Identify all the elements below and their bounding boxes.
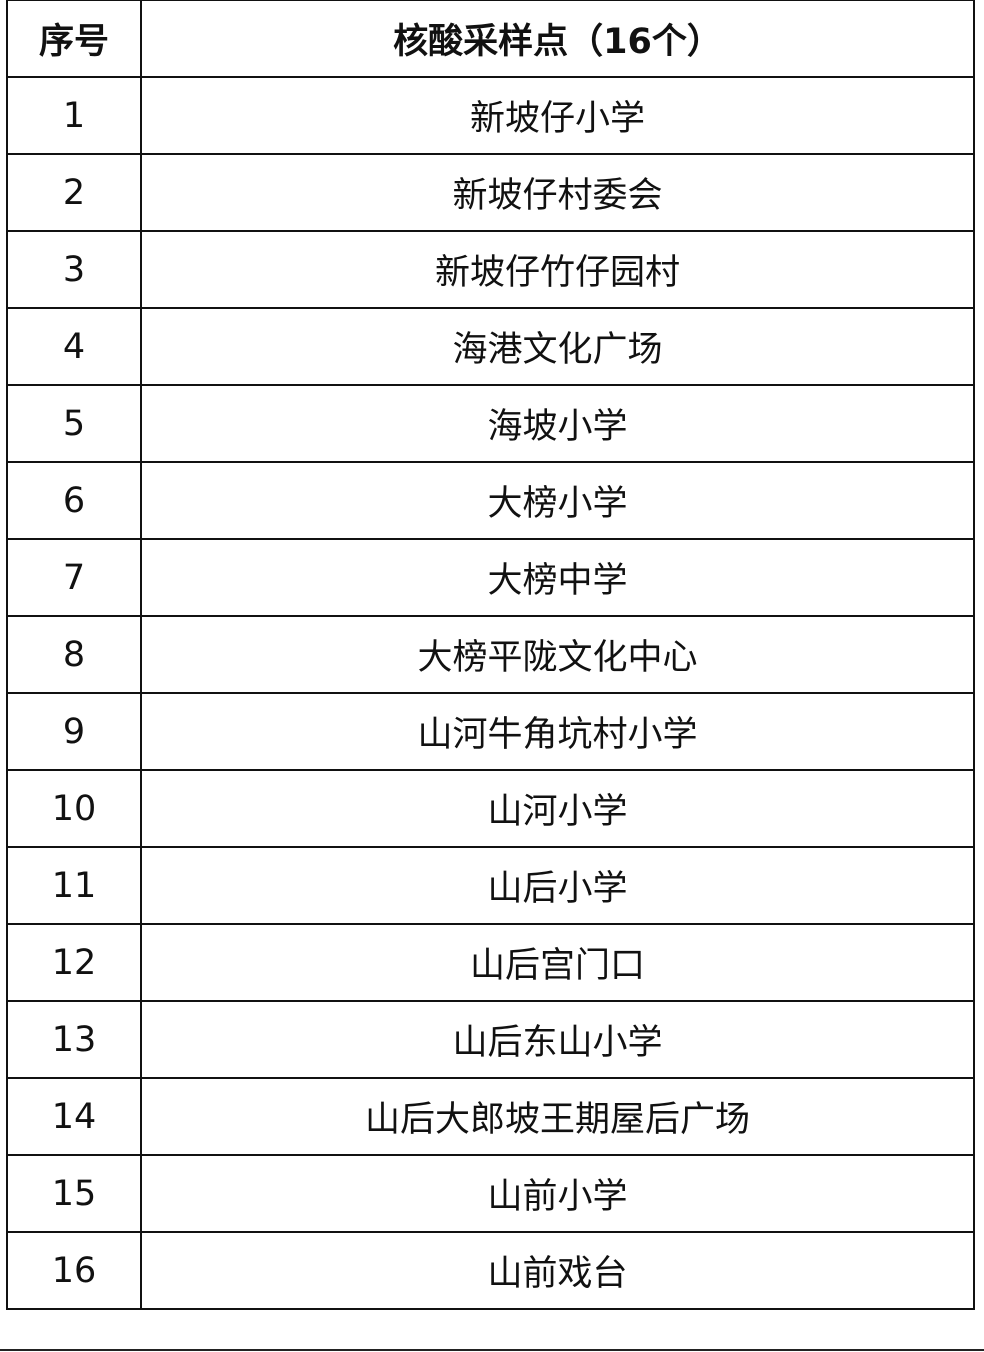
header-index: 序号	[6, 0, 142, 78]
header-site: 核酸采样点（16个）	[140, 0, 975, 78]
table-row: 15 山前小学	[6, 1154, 975, 1233]
table-row: 5 海坡小学	[6, 384, 975, 463]
row-site-name: 山后大郎坡王期屋后广场	[140, 1077, 975, 1156]
row-index: 10	[6, 769, 142, 848]
sampling-sites-table: 序号 核酸采样点（16个） 1 新坡仔小学 2 新坡仔村委会 3 新坡仔竹仔园村 4 海港文化…	[6, 0, 975, 1310]
row-site-name: 大榜小学	[140, 461, 975, 540]
row-index: 3	[6, 230, 142, 309]
row-site-name: 大榜平陇文化中心	[140, 615, 975, 694]
table-row: 4 海港文化广场	[6, 307, 975, 386]
row-index: 13	[6, 1000, 142, 1079]
row-site-name: 山前戏台	[140, 1231, 975, 1310]
table-row: 3 新坡仔竹仔园村	[6, 230, 975, 309]
table-row: 6 大榜小学	[6, 461, 975, 540]
table-row: 7 大榜中学	[6, 538, 975, 617]
table-row: 13 山后东山小学	[6, 1000, 975, 1079]
table-row: 12 山后宫门口	[6, 923, 975, 1002]
divider	[0, 1349, 984, 1351]
row-index: 1	[6, 76, 142, 155]
row-site-name: 山河牛角坑村小学	[140, 692, 975, 771]
row-index: 15	[6, 1154, 142, 1233]
row-site-name: 海坡小学	[140, 384, 975, 463]
row-index: 4	[6, 307, 142, 386]
row-index: 14	[6, 1077, 142, 1156]
row-index: 7	[6, 538, 142, 617]
row-site-name: 山河小学	[140, 769, 975, 848]
row-site-name: 新坡仔小学	[140, 76, 975, 155]
row-site-name: 山后宫门口	[140, 923, 975, 1002]
table-row: 16 山前戏台	[6, 1231, 975, 1310]
row-index: 6	[6, 461, 142, 540]
table-row: 11 山后小学	[6, 846, 975, 925]
row-index: 9	[6, 692, 142, 771]
table-row: 1 新坡仔小学	[6, 76, 975, 155]
row-site-name: 海港文化广场	[140, 307, 975, 386]
row-site-name: 新坡仔竹仔园村	[140, 230, 975, 309]
row-index: 2	[6, 153, 142, 232]
table-row: 9 山河牛角坑村小学	[6, 692, 975, 771]
row-index: 8	[6, 615, 142, 694]
row-index: 12	[6, 923, 142, 1002]
table-row: 8 大榜平陇文化中心	[6, 615, 975, 694]
row-index: 11	[6, 846, 142, 925]
row-index: 5	[6, 384, 142, 463]
table-row: 2 新坡仔村委会	[6, 153, 975, 232]
row-site-name: 山前小学	[140, 1154, 975, 1233]
table-row: 14 山后大郎坡王期屋后广场	[6, 1077, 975, 1156]
table-row: 10 山河小学	[6, 769, 975, 848]
row-site-name: 新坡仔村委会	[140, 153, 975, 232]
row-site-name: 大榜中学	[140, 538, 975, 617]
row-site-name: 山后东山小学	[140, 1000, 975, 1079]
table-header-row: 序号 核酸采样点（16个）	[6, 0, 975, 78]
row-index: 16	[6, 1231, 142, 1310]
row-site-name: 山后小学	[140, 846, 975, 925]
